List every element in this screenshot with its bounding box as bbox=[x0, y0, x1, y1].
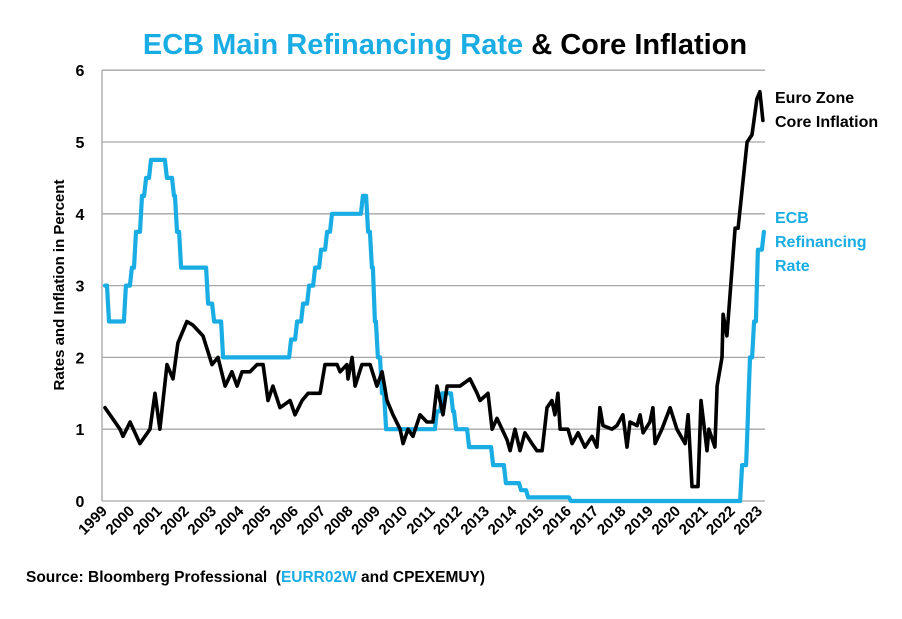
legend-core-inflation-line2: Core Inflation bbox=[775, 114, 878, 131]
legend-ecb-rate: ECB Refinancing Rate bbox=[775, 210, 867, 275]
legend-ecb-rate-line2: Refinancing bbox=[775, 234, 867, 251]
source-note: Source: Bloomberg Professional (EURR02W … bbox=[26, 569, 485, 586]
x-tick-label: 2013 bbox=[457, 503, 493, 539]
source-prefix: Source: Bloomberg Professional ( bbox=[26, 569, 282, 586]
chart-title: ECB Main Refinancing Rate & Core Inflati… bbox=[143, 29, 747, 61]
source-code-eurr02w: EURR02W bbox=[281, 569, 357, 586]
legend-ecb-rate-line1: ECB bbox=[775, 210, 809, 227]
x-tick-label: 2010 bbox=[376, 503, 412, 539]
chart-title-part1: ECB Main Refinancing Rate bbox=[143, 29, 523, 61]
y-tick-label: 3 bbox=[76, 279, 85, 296]
legend-core-inflation-line1: Euro Zone bbox=[775, 90, 854, 107]
x-tick-label: 2002 bbox=[157, 503, 193, 539]
x-tick-label: 2017 bbox=[567, 503, 603, 539]
x-tick-label: 2021 bbox=[676, 503, 712, 539]
x-tick-label: 2019 bbox=[621, 503, 657, 539]
y-tick-label: 1 bbox=[76, 422, 85, 439]
x-tick-label: 2003 bbox=[184, 503, 220, 539]
x-tick-label: 2001 bbox=[130, 503, 166, 539]
legend-ecb-rate-line3: Rate bbox=[775, 258, 810, 275]
legend-core-inflation: Euro Zone Core Inflation bbox=[775, 90, 878, 131]
y-tick-label: 4 bbox=[76, 207, 85, 224]
x-tick-labels: 1999200020012002200320042005200620072008… bbox=[75, 502, 766, 538]
chart-title-part2: & Core Inflation bbox=[523, 29, 747, 61]
series-lines bbox=[102, 89, 766, 504]
y-tick-label: 6 bbox=[76, 63, 85, 80]
x-tick-label: 2012 bbox=[430, 503, 466, 539]
x-tick-label: 2006 bbox=[266, 503, 302, 539]
x-tick-label: 2014 bbox=[485, 502, 521, 538]
x-tick-label: 2008 bbox=[321, 503, 357, 539]
y-tick-label: 5 bbox=[76, 135, 85, 152]
x-tick-label: 2016 bbox=[539, 503, 575, 539]
source-suffix: and CPEXEMUY) bbox=[357, 569, 485, 586]
x-tick-label: 2004 bbox=[212, 502, 248, 538]
x-tick-label: 2009 bbox=[348, 503, 384, 539]
y-axis-label: Rates and Inflation in Percent bbox=[51, 180, 68, 391]
x-tick-label: 2000 bbox=[103, 503, 139, 539]
x-tick-label: 2011 bbox=[403, 503, 438, 538]
y-tick-labels: 0 1 2 3 4 5 6 bbox=[76, 63, 85, 511]
y-tick-label: 2 bbox=[76, 350, 85, 367]
x-tick-label: 2023 bbox=[730, 503, 766, 539]
x-tick-label: 2020 bbox=[649, 503, 685, 539]
core-inflation-line bbox=[103, 89, 765, 489]
x-tick-label: 2018 bbox=[594, 503, 630, 539]
gridlines bbox=[101, 69, 765, 502]
x-tick-label: 2007 bbox=[294, 503, 330, 539]
x-tick-label: 2005 bbox=[239, 503, 275, 539]
x-tick-label: 2022 bbox=[703, 503, 739, 539]
ecb-rate-line bbox=[102, 157, 766, 504]
y-tick-label: 0 bbox=[76, 494, 85, 511]
x-tick-label: 2015 bbox=[512, 503, 548, 539]
